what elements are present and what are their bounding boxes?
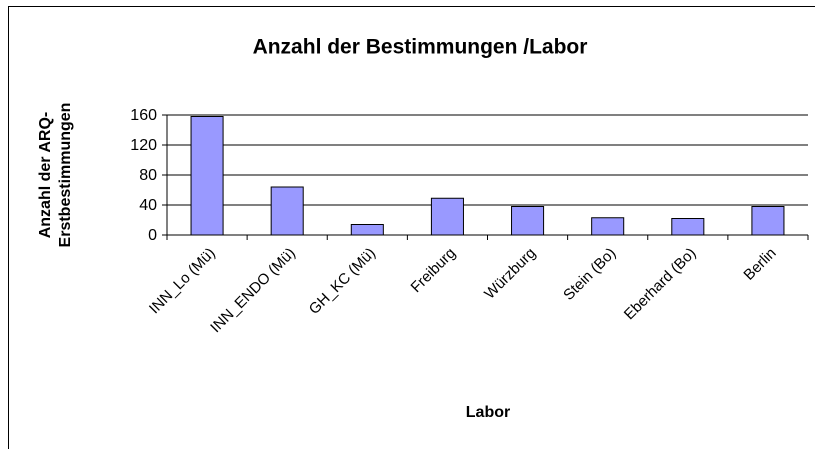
bar [270,186,304,236]
y-tick-label: 160 [130,107,157,124]
y-tick-label: 80 [139,167,157,184]
bar [591,217,625,236]
y-axis-label-line: Anzahl der ARQ- [37,112,54,239]
bar [671,218,705,236]
bar [751,206,785,236]
y-tick-label: 0 [148,227,157,244]
y-tick-label: 40 [139,197,157,214]
y-axis-label-line: Erstbestimmungen [57,103,74,248]
x-axis-label: Labor [466,404,510,421]
bar [511,206,545,236]
y-axis-label: Anzahl der ARQ- Erstbestimmungen [37,103,74,248]
bar [430,197,464,236]
chart-title: Anzahl der Bestimmungen /Labor [253,36,588,59]
bar [190,116,224,236]
y-tick-label: 120 [130,137,157,154]
bar [350,224,384,236]
